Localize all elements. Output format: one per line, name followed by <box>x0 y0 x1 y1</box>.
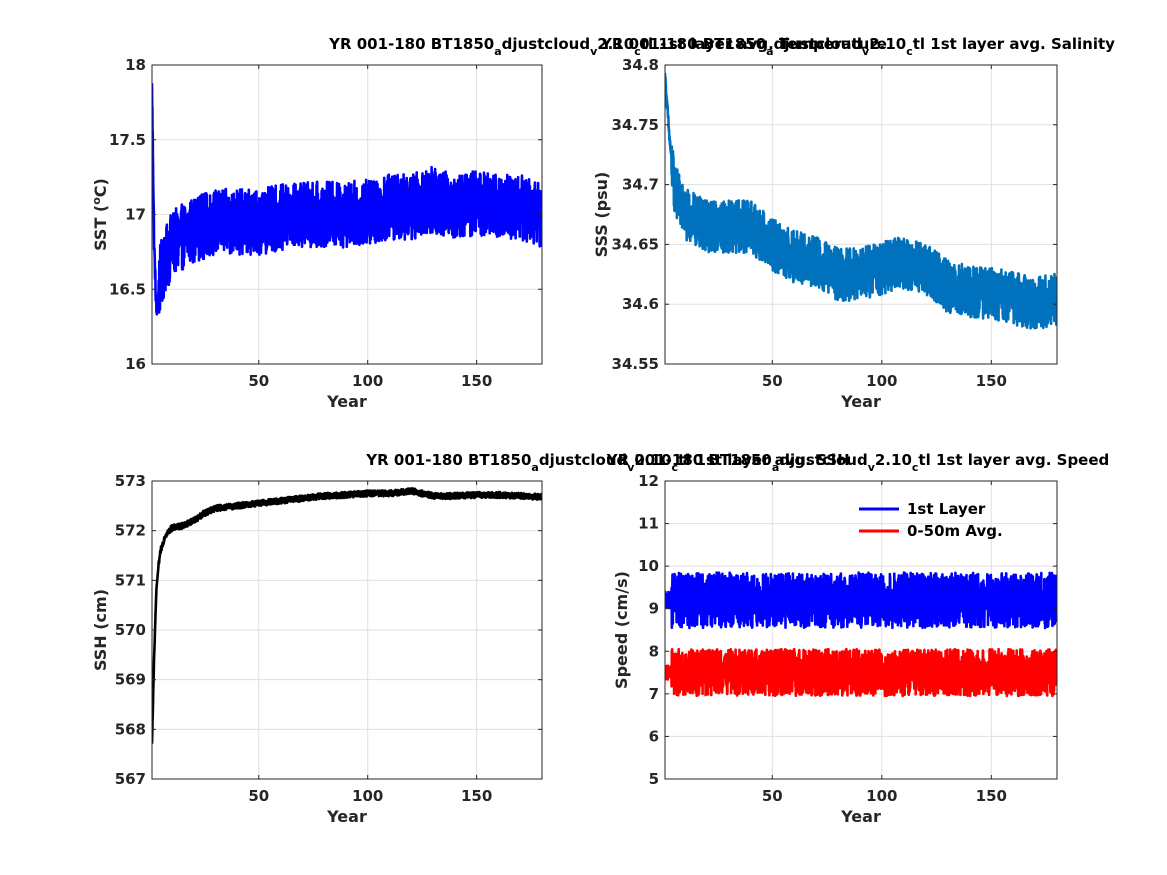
y-tick-label: 573 <box>115 472 146 490</box>
y-axis-label: SSS (psu) <box>592 172 611 258</box>
x-tick-label: 100 <box>866 787 897 805</box>
y-tick-label: 8 <box>649 642 659 660</box>
axes-box <box>664 480 1058 780</box>
x-tick-label: 100 <box>352 372 383 390</box>
plot-title: YR 001-180 BT1850adjustcloudv2.10ctl 1st… <box>365 451 849 474</box>
x-tick-label: 100 <box>352 787 383 805</box>
subplot-3: 50 100 150 567 568 569 570 571 572 573 Year SSH (cm… <box>91 472 543 826</box>
y-tick-label: 10 <box>638 557 659 575</box>
legend-label: 0-50m Avg. <box>907 522 1003 540</box>
x-axis-label: Year <box>326 392 367 411</box>
y-tick-label: 11 <box>638 515 659 533</box>
y-tick-label: 34.8 <box>622 56 659 74</box>
y-tick-label: 9 <box>649 600 659 618</box>
y-axis-label: Speed (cm/s) <box>612 571 631 689</box>
y-tick-label: 34.6 <box>622 295 659 313</box>
x-axis-label: Year <box>326 807 367 826</box>
series-line-1 <box>665 72 1057 330</box>
x-tick-label: 150 <box>976 372 1007 390</box>
subplot-2: 50 100 150 34.55 34.6 34.65 34.7 34.75 34.8 Year S… <box>592 56 1058 411</box>
plot-title: YR 001-180 BT1850adjustcloudv2.10ctl 1st… <box>600 35 1115 58</box>
x-tick-label: 100 <box>866 372 897 390</box>
y-tick-label: 18 <box>125 56 146 74</box>
x-tick-label: 150 <box>461 787 492 805</box>
x-axis-label: Year <box>840 392 881 411</box>
y-tick-label: 34.7 <box>622 176 659 194</box>
y-tick-label: 16.5 <box>109 280 146 298</box>
y-tick-label: 17 <box>125 206 146 224</box>
y-tick-label: 17.5 <box>109 131 146 149</box>
y-tick-label: 34.55 <box>612 355 659 373</box>
y-tick-label: 7 <box>649 685 659 703</box>
y-tick-label: 34.75 <box>612 116 659 134</box>
axes-box <box>664 64 1058 365</box>
y-tick-label: 572 <box>115 522 146 540</box>
y-tick-label: 6 <box>649 727 659 745</box>
x-tick-label: 50 <box>762 372 783 390</box>
y-axis-label: SST (oC) <box>90 178 110 251</box>
y-tick-label: 571 <box>115 571 146 589</box>
y-tick-label: 16 <box>125 355 146 373</box>
subplot-1: 50 100 150 16 16.5 17 17.5 18 Year SST (oC) <box>90 56 543 411</box>
x-tick-label: 50 <box>762 787 783 805</box>
y-tick-label: 570 <box>115 621 146 639</box>
y-tick-label: 568 <box>115 720 146 738</box>
series-line-1 <box>152 83 542 316</box>
y-axis-label: SSH (cm) <box>91 589 110 671</box>
plot-title: YR 001-180 BT1850adjustcloudv2.10ctl 1st… <box>328 35 887 58</box>
series-line-1 <box>665 571 1057 630</box>
y-tick-label: 12 <box>638 472 659 490</box>
series-line-2 <box>665 647 1057 698</box>
legend-label: 1st Layer <box>907 500 986 518</box>
x-tick-label: 50 <box>248 372 269 390</box>
y-tick-label: 5 <box>649 770 659 788</box>
x-axis-label: Year <box>840 807 881 826</box>
x-tick-label: 150 <box>976 787 1007 805</box>
plot-title: YR 001-180 BT1850adjustcloudv2.10ctl 1st… <box>606 451 1110 474</box>
y-tick-label: 34.65 <box>612 235 659 253</box>
series-line-1 <box>152 486 542 744</box>
x-tick-label: 50 <box>248 787 269 805</box>
y-tick-label: 569 <box>115 671 146 689</box>
y-tick-label: 567 <box>115 770 146 788</box>
x-tick-label: 150 <box>461 372 492 390</box>
